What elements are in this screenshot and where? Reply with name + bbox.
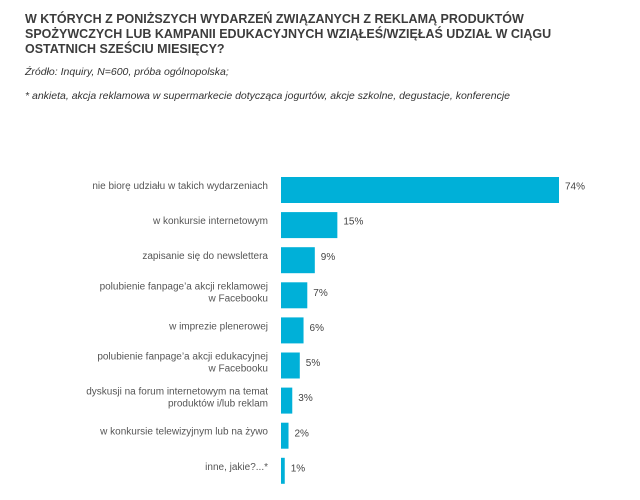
bar-1 [281,177,559,203]
category-label-line: polubienie fanpage’a akcji edukacyjnej [97,352,268,363]
value-label-2: 15% [343,217,363,228]
value-label-7: 3% [298,393,313,404]
category-label-6: polubienie fanpage’a akcji edukacyjnej w … [97,352,268,375]
category-label-3: zapisanie się do newslettera [142,251,268,262]
bar-2 [281,212,338,239]
chart-title: W KTÓRYCH Z PONIŻSZYCH WYDARZEŃ ZWIĄZANY… [25,12,585,57]
value-label-5: 6% [310,323,325,334]
source-note: Źródło: Inquiry, N=600, próba ogólnopols… [25,66,229,78]
bar-7 [281,387,293,414]
category-label-1: nie biorę udziału w takich wydarzeniach [92,181,268,192]
value-label-8: 2% [295,428,310,439]
category-label-line: w konkursie internetowym [152,216,268,227]
category-label-line: w Facebooku [208,364,268,375]
category-label-2: w konkursie internetowym [152,216,268,227]
category-label-line: w konkursie telewizyjnym lub na żywo [99,427,268,438]
title-line-1: W KTÓRYCH Z PONIŻSZYCH WYDARZEŃ ZWIĄZANY… [25,12,524,26]
category-label-5: w imprezie plenerowej [168,321,268,332]
value-label-3: 9% [321,252,336,263]
category-label-4: polubienie fanpage’a akcji reklamowej w F… [100,281,268,304]
title-line-3: OSTATNICH SZEŚCIU MIESIĘCY? [25,42,225,56]
category-label-line: inne, jakie?...* [205,462,268,473]
category-label-line: nie biorę udziału w takich wydarzeniach [92,181,268,192]
bar-4 [281,282,308,309]
bar-8 [281,422,289,449]
value-label-1: 74% [565,182,585,193]
category-label-line: dyskusji na forum internetowym na temat [86,387,268,398]
category-label-line: w imprezie plenerowej [168,321,268,332]
value-label-6: 5% [306,358,321,369]
footnote: * ankieta, akcja reklamowa w supermarkec… [25,90,510,102]
bar-5 [281,317,304,344]
value-label-9: 1% [291,463,306,474]
category-label-8: w konkursie telewizyjnym lub na żywo [99,427,268,438]
category-label-line: w Facebooku [208,293,268,304]
title-line-2: SPOŻYWCZYCH LUB KAMPANII EDUKACYJNYCH WZ… [25,27,552,41]
value-label-4: 7% [313,288,328,299]
bar-3 [281,247,315,274]
bar-9 [281,457,285,484]
category-label-line: produktów i/lub reklam [168,399,268,410]
category-label-line: polubienie fanpage’a akcji reklamowej [100,281,268,292]
category-label-line: zapisanie się do newslettera [142,251,268,262]
category-label-9: inne, jakie?...* [205,462,268,473]
bar-6 [281,352,300,379]
category-label-7: dyskusji na forum internetowym na temat p… [86,387,268,410]
